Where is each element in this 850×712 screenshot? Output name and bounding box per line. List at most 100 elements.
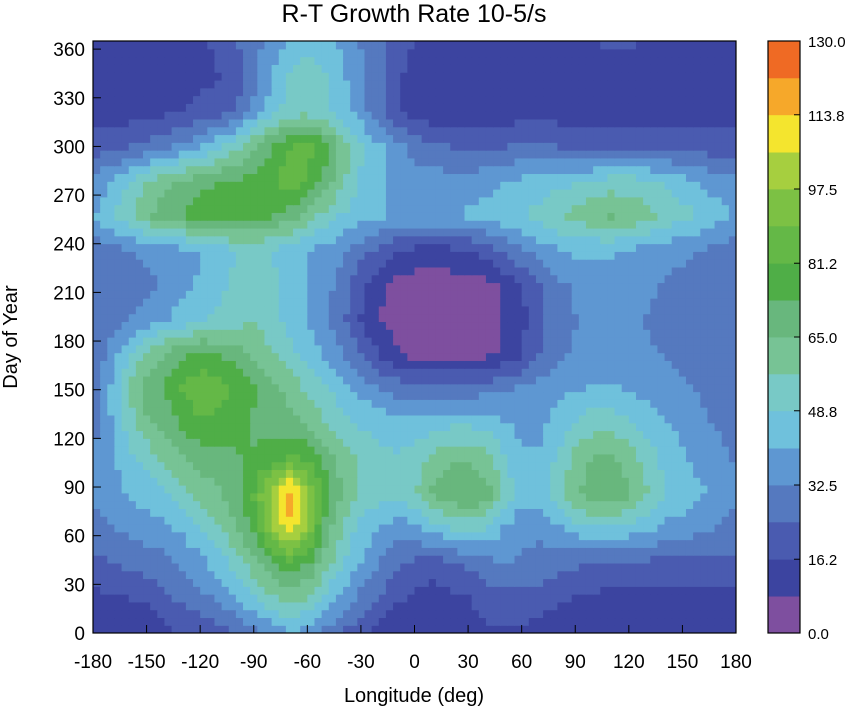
contour-cell (385, 313, 394, 323)
contour-cell (128, 329, 137, 338)
contour-cell (407, 555, 416, 564)
contour-cell (93, 321, 101, 330)
contour-cell (535, 337, 544, 346)
contour-cell (435, 321, 444, 330)
contour-cell (628, 586, 637, 595)
contour-cell (243, 492, 251, 502)
contour-cell (678, 305, 687, 315)
contour-cell (214, 601, 223, 611)
contour-cell (543, 578, 551, 587)
contour-cell (471, 500, 480, 509)
contour-cell (328, 555, 337, 564)
contour-cell (593, 625, 601, 633)
contour-cell (335, 438, 344, 447)
contour-cell (621, 399, 630, 408)
contour-cell (157, 547, 166, 556)
contour-cell (628, 220, 637, 229)
contour-cell (371, 259, 380, 268)
contour-cell (557, 375, 566, 385)
contour-cell (593, 601, 601, 611)
contour-cell (393, 321, 401, 330)
contour-cell (221, 282, 230, 291)
contour-cell (157, 453, 166, 463)
contour-cell (550, 516, 558, 525)
contour-cell (150, 259, 158, 268)
contour-cell (543, 274, 551, 284)
contour-cell (221, 212, 230, 221)
contour-cell (443, 368, 451, 377)
contour-cell (221, 259, 230, 268)
contour-cell (178, 446, 187, 455)
contour-cell (364, 407, 373, 416)
contour-cell (335, 625, 344, 633)
contour-cell (614, 414, 623, 424)
contour-cell (421, 329, 430, 338)
contour-cell (478, 453, 487, 463)
contour-cell (714, 360, 723, 369)
contour-cell (464, 453, 473, 463)
contour-cell (321, 375, 330, 385)
contour-cell (650, 235, 659, 245)
contour-cell (285, 344, 294, 354)
contour-cell (143, 321, 151, 330)
contour-cell (650, 461, 659, 471)
contour-cell (514, 391, 523, 400)
contour-cell (614, 313, 623, 323)
contour-cell (521, 485, 530, 494)
contour-cell (585, 352, 594, 361)
contour-cell (585, 329, 594, 338)
contour-cell (243, 609, 251, 619)
contour-cell (621, 438, 630, 447)
contour-cell (721, 469, 730, 478)
contour-cell (528, 422, 537, 432)
contour-cell (571, 274, 580, 284)
contour-cell (700, 422, 709, 432)
contour-cell (271, 609, 280, 619)
contour-cell (678, 259, 687, 268)
contour-cell (628, 562, 637, 572)
contour-cell (564, 422, 573, 432)
contour-cell (607, 578, 616, 587)
contour-cell (171, 344, 180, 354)
contour-cell (193, 492, 201, 502)
contour-cell (128, 523, 137, 533)
contour-cell (485, 523, 494, 533)
contour-cell (700, 570, 709, 580)
contour-cell (357, 251, 366, 260)
contour-cell (385, 251, 394, 260)
contour-cell (150, 586, 158, 595)
contour-cell (221, 313, 230, 323)
contour-cell (128, 407, 137, 416)
contour-cell (300, 407, 308, 416)
contour-cell (278, 227, 287, 237)
contour-cell (721, 290, 730, 299)
contour-cell (300, 586, 308, 595)
contour-cell (250, 204, 258, 213)
contour-cell (343, 290, 351, 299)
contour-cell (407, 399, 416, 408)
contour-cell (335, 500, 344, 509)
contour-cell (364, 383, 373, 393)
contour-cell (93, 625, 101, 633)
contour-cell (650, 290, 659, 299)
contour-cell (314, 477, 323, 486)
contour-cell (228, 375, 237, 385)
contour-cell (457, 414, 466, 424)
contour-cell (593, 360, 601, 369)
contour-cell (428, 360, 437, 369)
contour-cell (428, 477, 437, 486)
contour-cell (464, 555, 473, 564)
contour-cell (114, 282, 123, 291)
contour-cell (414, 329, 423, 338)
contour-cell (414, 547, 423, 556)
contour-cell (314, 446, 323, 455)
contour-cell (335, 562, 344, 572)
contour-cell (507, 298, 516, 307)
contour-cell (521, 469, 530, 478)
contour-cell (235, 617, 244, 626)
contour-cell (635, 570, 644, 580)
contour-cell (143, 313, 151, 323)
contour-cell (414, 594, 423, 603)
contour-cell (650, 383, 659, 393)
contour-cell (657, 329, 666, 338)
